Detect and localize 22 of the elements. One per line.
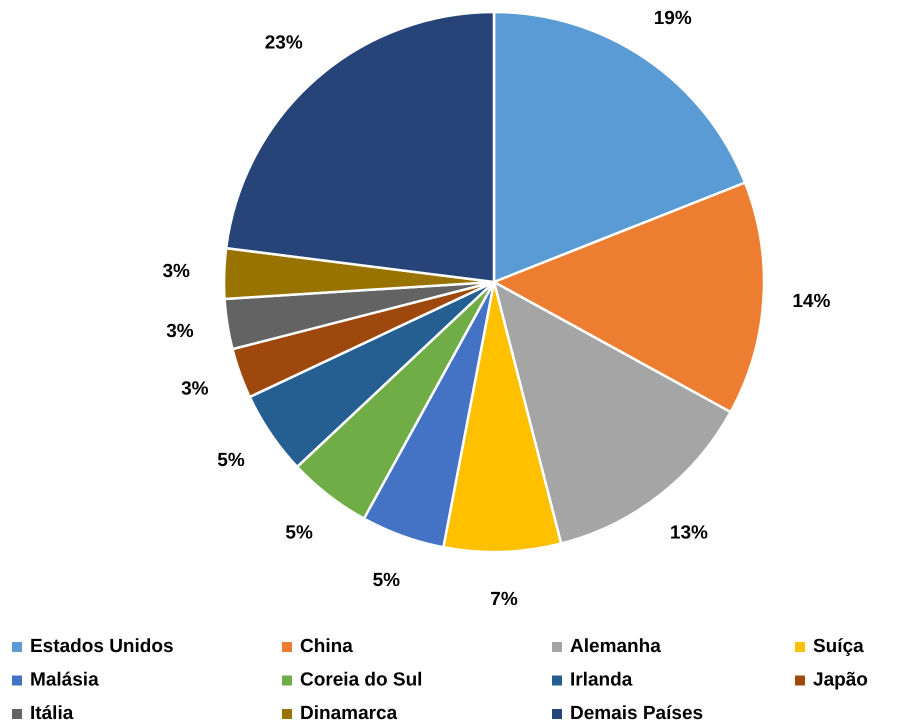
data-label: 5% bbox=[372, 570, 400, 592]
legend-label: Japão bbox=[813, 670, 868, 691]
data-label: 23% bbox=[264, 32, 303, 54]
data-label: 3% bbox=[162, 261, 190, 282]
data-label: 19% bbox=[654, 8, 692, 30]
legend-label: Alemanha bbox=[570, 636, 662, 658]
data-label: 3% bbox=[166, 320, 194, 342]
data-label: 5% bbox=[217, 450, 245, 471]
data-label: 3% bbox=[181, 378, 209, 400]
legend-label: Irlanda bbox=[570, 670, 633, 691]
data-label: 13% bbox=[670, 522, 708, 544]
legend-label: Malásia bbox=[30, 670, 100, 691]
legend-label: Demais Países bbox=[570, 703, 704, 724]
legend-label: China bbox=[300, 636, 354, 658]
legend-label: Coreia do Sul bbox=[300, 670, 422, 691]
legend-label: Estados Unidos bbox=[30, 636, 174, 658]
data-label: 5% bbox=[285, 522, 313, 544]
data-label: 14% bbox=[792, 290, 830, 312]
legend-label: Itália bbox=[30, 703, 74, 724]
legend-label: Dinamarca bbox=[300, 703, 398, 724]
data-label: 7% bbox=[490, 588, 518, 610]
legend-label: Suíça bbox=[813, 636, 864, 658]
